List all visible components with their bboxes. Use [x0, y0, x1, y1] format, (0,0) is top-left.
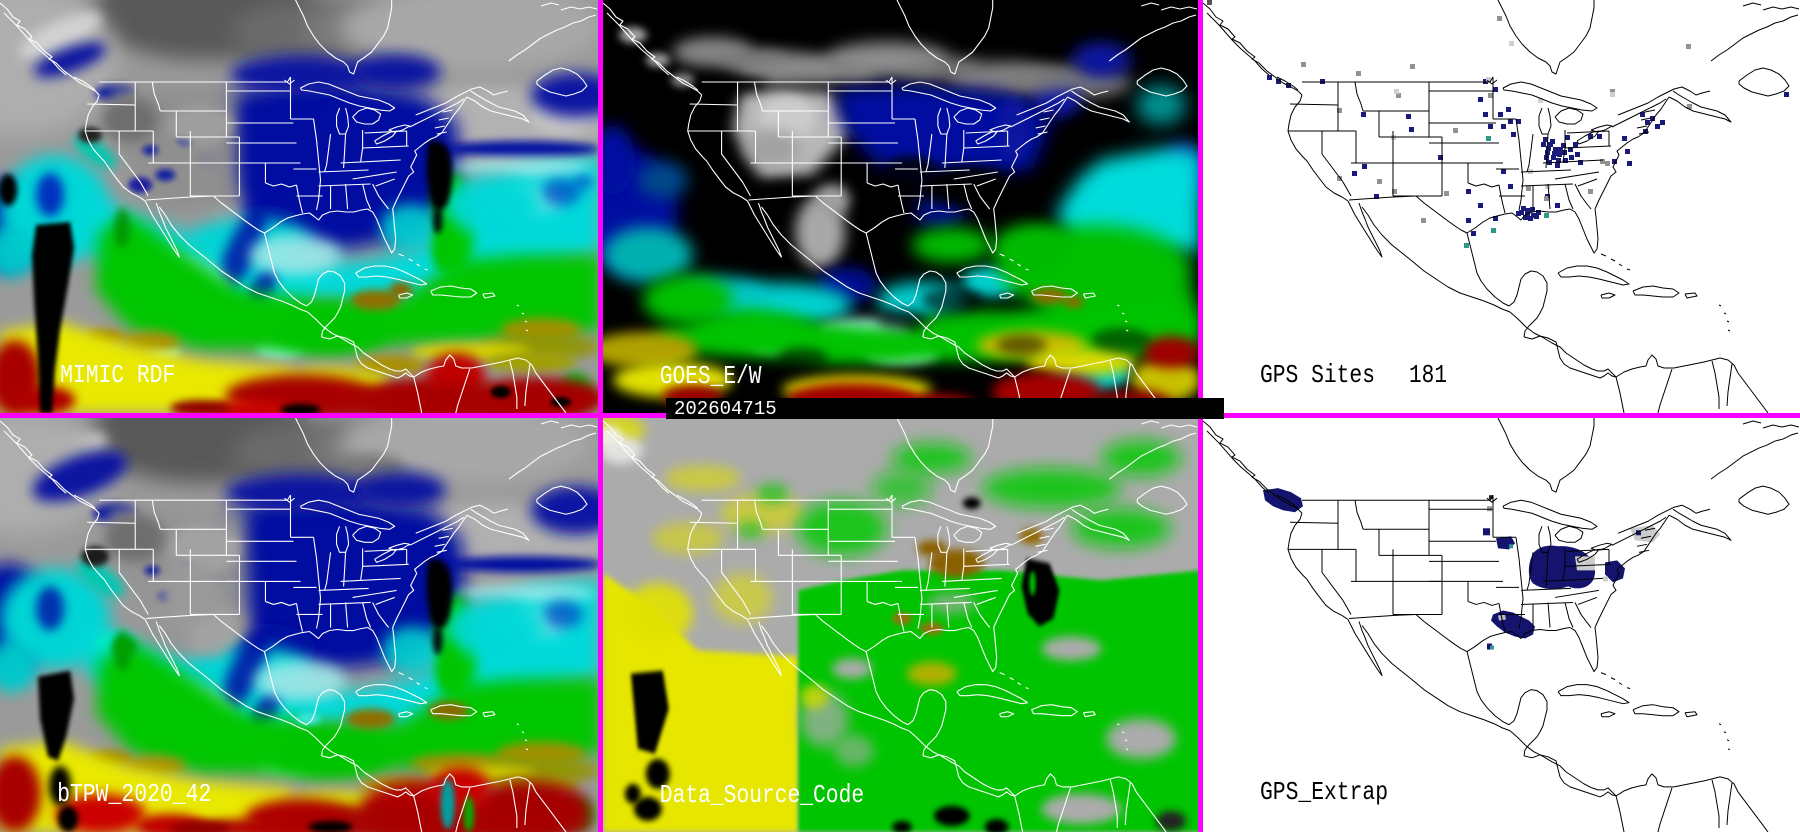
svg-text:GPS Sites: GPS Sites [1260, 360, 1375, 390]
svg-text:GOES_E/W: GOES_E/W [660, 361, 762, 391]
svg-text:181: 181 [1409, 360, 1447, 390]
svg-text:bTPW_2020_42: bTPW_2020_42 [57, 779, 211, 809]
svg-text:MIMIC RDF: MIMIC RDF [60, 360, 175, 390]
svg-text:Data_Source_Code: Data_Source_Code [660, 780, 864, 810]
svg-text:GPS_Extrap: GPS_Extrap [1260, 777, 1388, 807]
